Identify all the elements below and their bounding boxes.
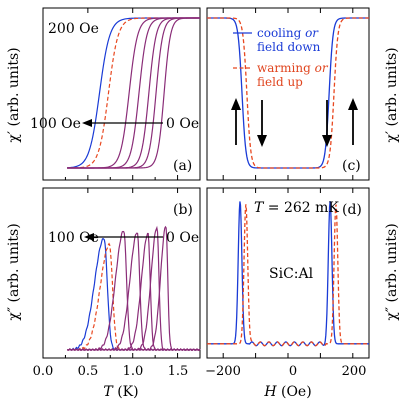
chi-prime-curve: [67, 17, 200, 169]
chi-prime-curve: [67, 17, 200, 169]
panel-d-ylabel: χ″ (arb. units): [384, 223, 400, 320]
annotation-temperature: T = 262 mK: [254, 200, 339, 216]
chi-double-prime-field-curve: [207, 204, 369, 347]
panel-d-xlabel: H (Oe): [263, 384, 311, 400]
chi-prime-curve: [67, 17, 200, 169]
panel-c-ylabel: χ′ (arb. units): [384, 47, 400, 142]
h-tick-label: −200: [205, 364, 241, 379]
arrowhead-icon: [82, 119, 92, 127]
annotation-0oe-b: 0 Oe: [166, 230, 199, 246]
chi-prime-field-curve: [207, 17, 369, 169]
chi-double-prime-curve: [66, 232, 201, 351]
chi-prime-curve: [67, 17, 200, 169]
h-tick-label: 0: [289, 364, 297, 379]
panel-a-frame: [42, 7, 201, 181]
x-tick-label: 0.0: [33, 364, 54, 379]
sweep-arrows: [231, 98, 358, 147]
chi-double-prime-curve: [66, 242, 201, 351]
panel-d-label: (d): [342, 202, 362, 218]
annotation-sample: SiC:Al: [269, 266, 314, 282]
x-tick-label: 1.5: [168, 364, 189, 379]
chi-double-prime-curve: [66, 225, 201, 351]
legend-label-warming-2: field up: [257, 75, 303, 89]
annotation-200oe: 200 Oe: [48, 21, 99, 37]
panel-c-label: (c): [342, 158, 361, 174]
x-tick-label: 1.0: [123, 364, 144, 379]
chi-prime-curve: [67, 17, 200, 169]
tick-marks: [42, 8, 354, 358]
panel-a-ylabel: χ′ (arb. units): [6, 47, 22, 142]
chi-prime-curve: [67, 17, 200, 169]
panel-c-curves: [207, 17, 369, 169]
panel-d-curves: [207, 201, 369, 347]
panel-b-curves: [66, 225, 201, 351]
panel-b-label: (b): [173, 202, 193, 218]
legend-label-warming: warming or: [257, 61, 329, 75]
panel-b-ylabel: χ″ (arb. units): [6, 223, 22, 320]
legend-label-cooling: cooling or: [257, 26, 319, 40]
panel-b-frame: [42, 187, 201, 359]
annotation-100oe-a: 100 Oe: [30, 116, 81, 132]
panel-a-curves: [67, 17, 200, 169]
legend-label-cooling-2: field down: [257, 40, 321, 54]
chi-prime-field-curve: [207, 17, 369, 169]
panel-b-xlabel: T (K): [103, 384, 138, 400]
panel-a-label: (a): [173, 158, 192, 174]
annotation-100oe-b: 100 Oe: [48, 230, 99, 246]
x-tick-label: 0.5: [78, 364, 99, 379]
arrowhead-icon: [84, 233, 94, 241]
chi-prime-curve: [67, 17, 200, 169]
chi-double-prime-curve: [66, 237, 201, 351]
annotation-0oe-a: 0 Oe: [166, 116, 199, 132]
h-tick-label: 200: [342, 364, 367, 379]
